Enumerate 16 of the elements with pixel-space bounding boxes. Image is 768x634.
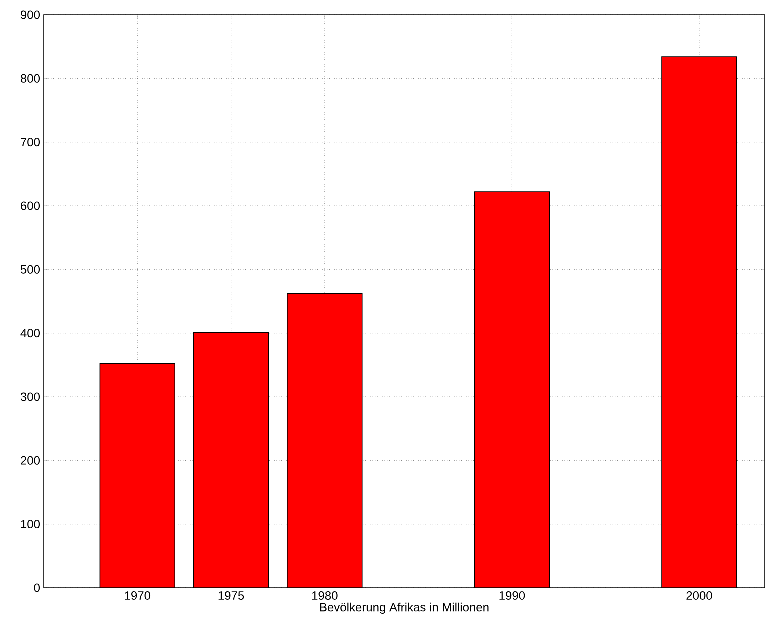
y-tick-label: 200 [21, 456, 40, 465]
x-tick-label: 1980 [312, 592, 338, 600]
y-tick-label: 500 [20, 265, 40, 274]
y-tick-label: 0 [34, 584, 40, 592]
y-tick-label: 900 [21, 10, 40, 20]
x-tick-label: 1970 [125, 592, 151, 600]
y-tick-label: 700 [21, 138, 40, 147]
y-tick-label: 600 [21, 202, 40, 210]
y-tick-label: 800 [20, 74, 40, 83]
x-axis-title: Bevölkerung Afrikas in Millionen [320, 602, 489, 614]
x-tick-label: 2000 [686, 592, 712, 600]
x-tick-label: 1990 [500, 592, 526, 600]
x-tick-label: 1975 [218, 592, 244, 600]
y-tick-label: 300 [20, 392, 40, 402]
y-tick-label: 400 [20, 329, 40, 338]
y-tick-label: 100 [21, 520, 40, 529]
